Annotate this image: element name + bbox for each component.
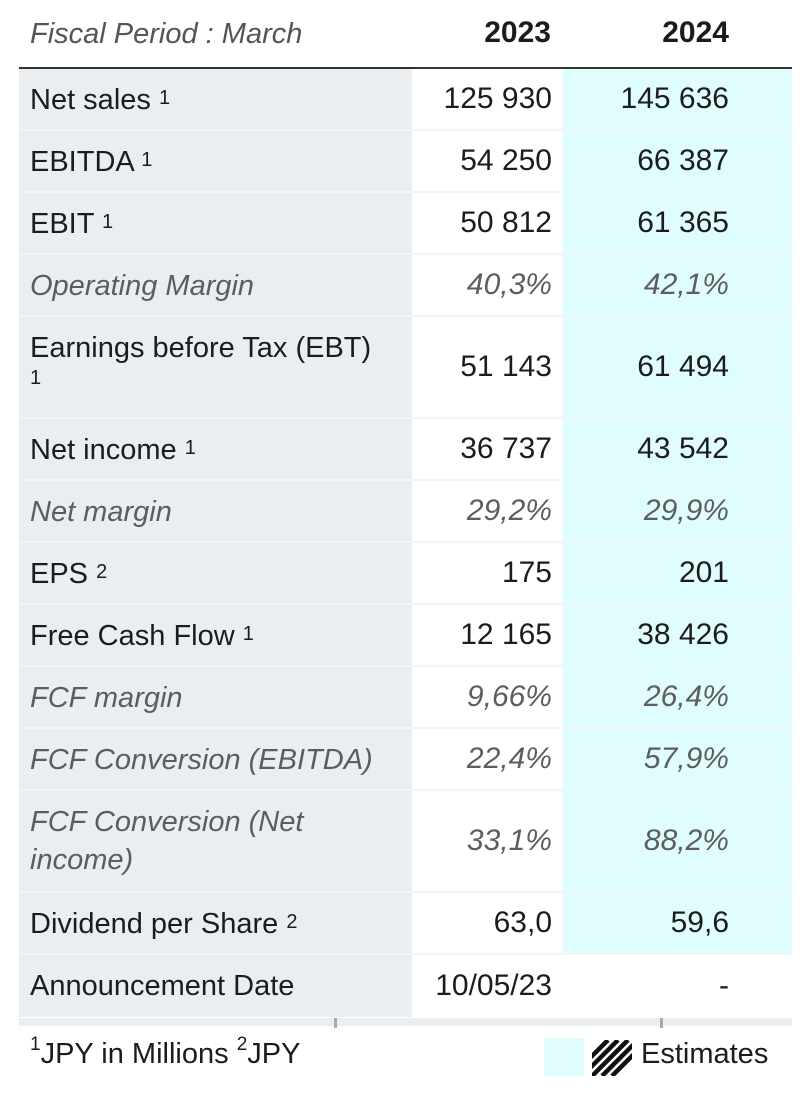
value-2023: 40,3%: [412, 255, 563, 315]
table-row: Free Cash Flow 1 12 165 38 426: [19, 605, 792, 667]
row-label: Operating Margin: [19, 255, 412, 315]
value-2023: 12 165: [412, 605, 563, 665]
financials-table: Net sales 1 125 930 145 636 EBITDA 1 54 …: [19, 69, 792, 1017]
value-2023: 54 250: [412, 131, 563, 191]
value-2024: -: [563, 955, 792, 1017]
footnotes: 1JPY in Millions 2JPY: [30, 1034, 301, 1070]
value-2024: 42,1%: [563, 255, 792, 315]
value-2024: 38 426: [563, 605, 792, 665]
value-2024: 26,4%: [563, 667, 792, 727]
table-row: EBITDA 1 54 250 66 387: [19, 131, 792, 193]
table-row: FCF Conversion (Net income) 33,1% 88,2%: [19, 791, 792, 893]
table-row: Net sales 1 125 930 145 636: [19, 69, 792, 131]
row-label: Net sales 1: [19, 69, 412, 129]
table-row: FCF margin 9,66% 26,4%: [19, 667, 792, 729]
value-2023: 10/05/23: [412, 955, 563, 1017]
value-2024: 61 365: [563, 193, 792, 253]
legend-estimates-label: Estimates: [641, 1038, 769, 1070]
value-2024: 43 542: [563, 419, 792, 479]
value-2024: 61 494: [563, 317, 792, 417]
row-label: Dividend per Share 2: [19, 893, 412, 953]
column-header-2024: 2024: [662, 16, 729, 49]
estimate-color-swatch: [544, 1038, 584, 1076]
table-row: Net margin 29,2% 29,9%: [19, 481, 792, 543]
value-2024: 29,9%: [563, 481, 792, 541]
fiscal-period-label: Fiscal Period : March: [30, 18, 303, 50]
table-row: Net income 1 36 737 43 542: [19, 419, 792, 481]
hatch-pattern-icon: [592, 1040, 632, 1076]
row-label: Free Cash Flow 1: [19, 605, 412, 665]
row-label: Announcement Date: [19, 955, 412, 1017]
value-2023: 22,4%: [412, 729, 563, 789]
table-bottom-bar: [19, 1018, 792, 1026]
row-label: Net margin: [19, 481, 412, 541]
value-2024: 201: [563, 543, 792, 603]
value-2023: 29,2%: [412, 481, 563, 541]
value-2024: 57,9%: [563, 729, 792, 789]
row-label: EBIT 1: [19, 193, 412, 253]
value-2023: 36 737: [412, 419, 563, 479]
column-header-2023: 2023: [484, 16, 551, 49]
header-divider: [19, 67, 792, 69]
value-2023: 175: [412, 543, 563, 603]
table-header: Fiscal Period : March 2023 2024: [0, 0, 810, 68]
table-row: EBIT 1 50 812 61 365: [19, 193, 792, 255]
value-2024: 59,6: [563, 893, 792, 953]
row-label: FCF margin: [19, 667, 412, 727]
value-2023: 63,0: [412, 893, 563, 953]
value-2024: 88,2%: [563, 791, 792, 891]
row-label: Net income 1: [19, 419, 412, 479]
value-2023: 125 930: [412, 69, 563, 129]
table-row: Dividend per Share 2 63,0 59,6: [19, 893, 792, 955]
value-2023: 33,1%: [412, 791, 563, 891]
table-row: Announcement Date 10/05/23 -: [19, 955, 792, 1017]
table-row: EPS 2 175 201: [19, 543, 792, 605]
axis-tick: [660, 1018, 663, 1028]
row-label: Earnings before Tax (EBT) 1: [19, 317, 412, 417]
table-row: Operating Margin 40,3% 42,1%: [19, 255, 792, 317]
table-row: FCF Conversion (EBITDA) 22,4% 57,9%: [19, 729, 792, 791]
row-label: FCF Conversion (EBITDA): [19, 729, 412, 789]
value-2023: 50 812: [412, 193, 563, 253]
row-label: FCF Conversion (Net income): [19, 791, 412, 891]
table-row: Earnings before Tax (EBT) 1 51 143 61 494: [19, 317, 792, 419]
value-2024: 145 636: [563, 69, 792, 129]
row-label: EBITDA 1: [19, 131, 412, 191]
row-label: EPS 2: [19, 543, 412, 603]
axis-tick: [334, 1018, 337, 1028]
value-2023: 51 143: [412, 317, 563, 417]
value-2023: 9,66%: [412, 667, 563, 727]
value-2024: 66 387: [563, 131, 792, 191]
